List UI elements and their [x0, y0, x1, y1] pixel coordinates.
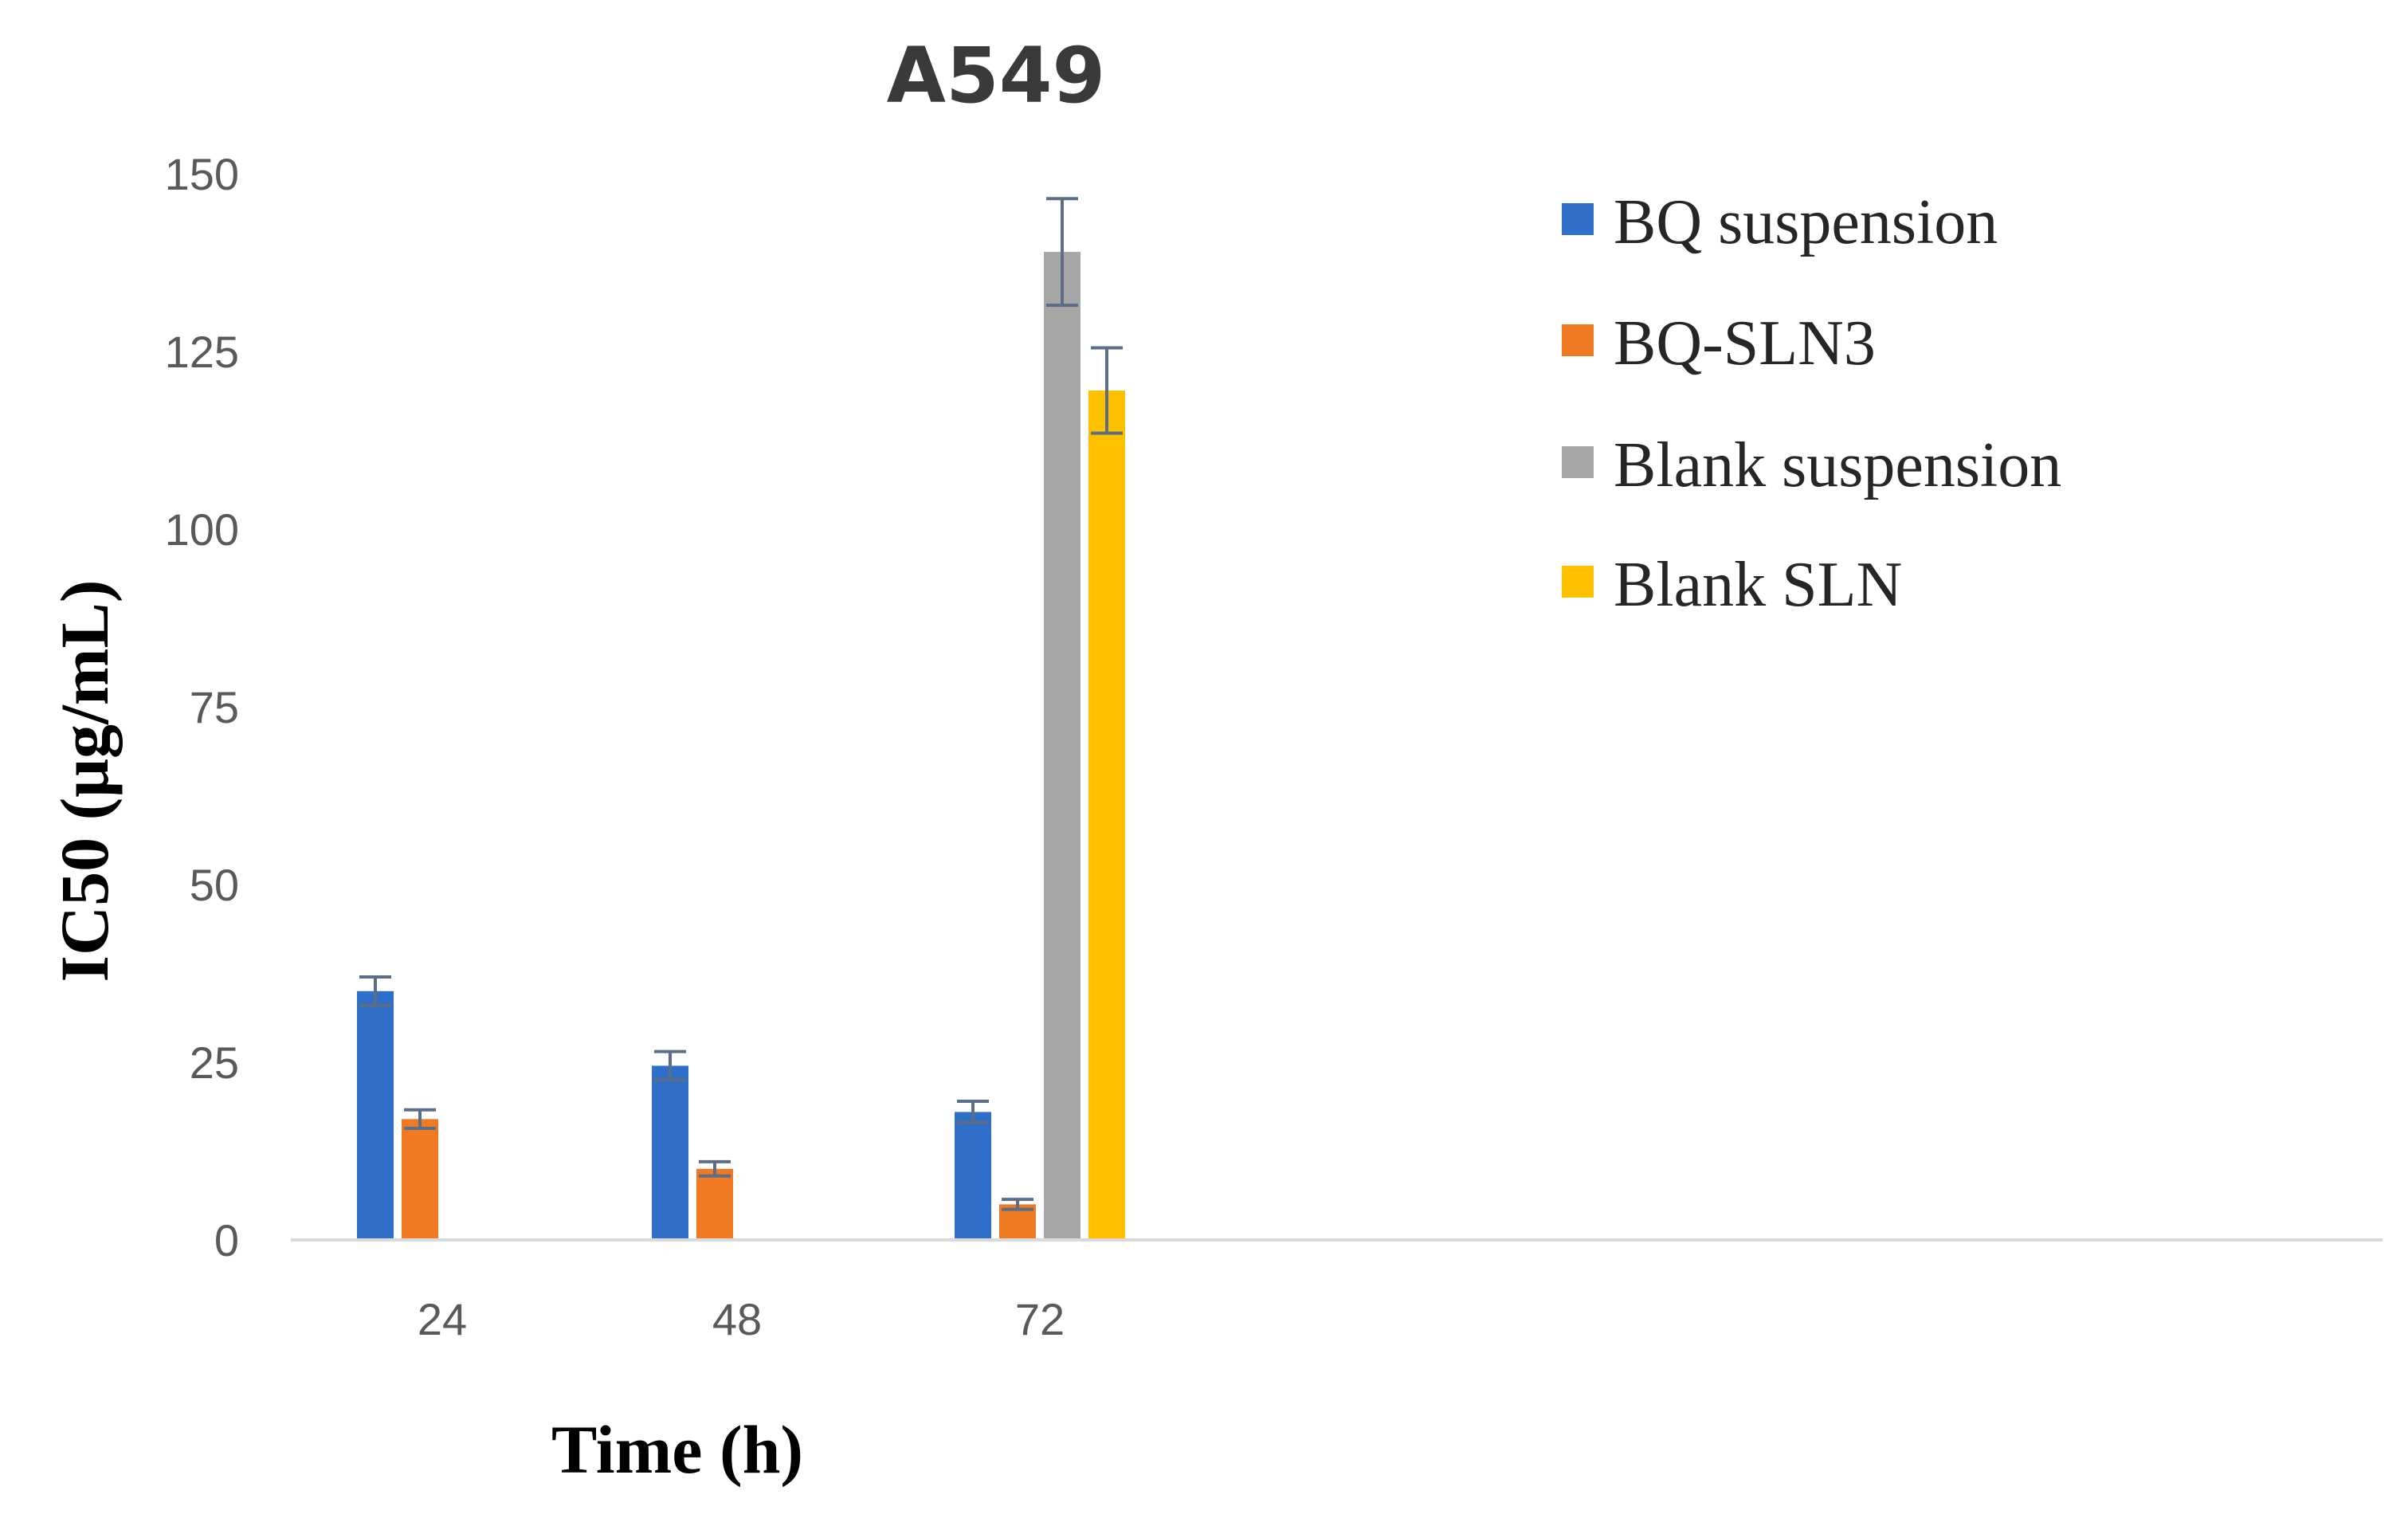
- bar: [955, 1112, 991, 1240]
- bars: [357, 197, 1125, 1240]
- y-tick-label: 75: [190, 682, 239, 732]
- x-axis-label: Time (h): [551, 1411, 803, 1488]
- bar: [357, 990, 394, 1240]
- legend-swatch: [1562, 324, 1594, 356]
- legend-label: BQ-SLN3: [1614, 308, 1876, 379]
- bar: [1088, 390, 1125, 1240]
- legend-swatch: [1562, 203, 1594, 235]
- x-tick-label: 24: [418, 1294, 467, 1344]
- legend-swatch: [1562, 446, 1594, 478]
- y-axis-label: IC50 (μg/mL): [46, 580, 123, 983]
- y-tick-label: 150: [165, 149, 239, 199]
- legend-label: Blank SLN: [1614, 550, 1902, 620]
- legend-swatch: [1562, 566, 1594, 598]
- bar: [1044, 252, 1080, 1240]
- x-axis-ticks: 24 48 72: [418, 1294, 1065, 1344]
- bar: [696, 1168, 733, 1240]
- y-tick-label: 0: [214, 1215, 239, 1265]
- y-axis-ticks: 0 25 50 75 100 125 150: [165, 149, 239, 1265]
- y-tick-label: 25: [190, 1038, 239, 1088]
- y-tick-label: 125: [165, 327, 239, 377]
- x-tick-label: 72: [1015, 1294, 1065, 1344]
- bar: [402, 1119, 438, 1240]
- legend-label: BQ suspension: [1614, 187, 1998, 257]
- bar: [652, 1065, 688, 1240]
- y-tick-label: 100: [165, 504, 239, 555]
- legend-label: Blank suspension: [1614, 430, 2061, 500]
- chart-title: A549: [887, 31, 1106, 120]
- x-tick-label: 48: [712, 1294, 762, 1344]
- y-tick-label: 50: [190, 860, 239, 910]
- legend: BQ suspension BQ-SLN3 Blank suspension Blan…: [1562, 187, 2061, 620]
